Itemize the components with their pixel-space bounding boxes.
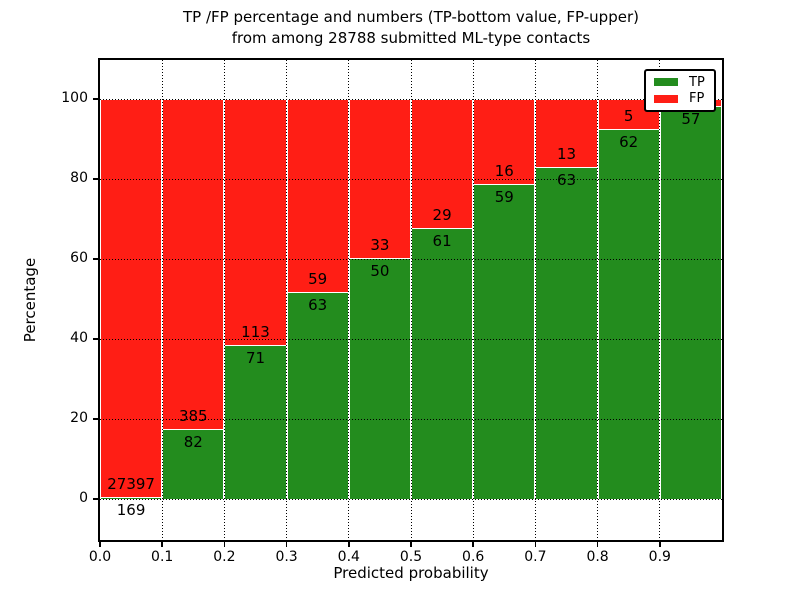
x-tick-label: 0.1 <box>151 549 174 565</box>
chart-title-line1: TP /FP percentage and numbers (TP-bottom… <box>183 8 639 26</box>
fp-count-label: 27397 <box>107 474 155 493</box>
tp-count-label: 169 <box>116 500 146 519</box>
fp-count-label: 59 <box>308 270 328 289</box>
x-axis-label: Predicted probability <box>333 564 489 582</box>
y-tick-mark <box>93 98 98 100</box>
tp-count-label: 50 <box>370 262 390 281</box>
x-tick-mark <box>472 542 474 547</box>
x-tick-mark <box>659 542 661 547</box>
fp-count-label: 5 <box>623 106 634 125</box>
x-tick-mark <box>99 542 101 547</box>
tp-count-label: 57 <box>681 109 701 128</box>
bar-fp-segment <box>286 99 349 293</box>
v-gridline <box>410 60 412 540</box>
y-tick-mark <box>93 498 98 500</box>
legend-item-fp: FP <box>654 92 706 105</box>
y-tick-label: 80 <box>70 170 88 186</box>
x-tick-label: 0.2 <box>213 549 236 565</box>
v-gridline <box>534 60 536 540</box>
x-tick-label: 0.8 <box>586 549 609 565</box>
bar-tp-segment <box>597 128 660 499</box>
bar-fp-segment <box>162 99 225 429</box>
fp-count-label: 385 <box>178 406 208 425</box>
v-gridline <box>659 60 661 540</box>
y-tick-label: 60 <box>70 250 88 266</box>
fp-count-label: 16 <box>494 162 514 181</box>
bar-tp-segment <box>100 496 163 499</box>
fp-count-label: 29 <box>432 205 452 224</box>
x-tick-label: 0.4 <box>337 549 360 565</box>
y-tick-label: 20 <box>70 410 88 426</box>
bar-tp-segment <box>411 227 474 499</box>
bar-fp-segment <box>224 99 287 345</box>
x-tick-mark <box>410 542 412 547</box>
legend-label-tp: TP <box>689 74 705 90</box>
v-gridline <box>348 60 350 540</box>
tp-count-label: 59 <box>494 188 514 207</box>
tp-count-label: 71 <box>245 348 266 367</box>
tp-legend-swatch-icon <box>654 78 678 87</box>
bar-fp-segment <box>535 99 598 168</box>
v-gridline <box>161 60 163 540</box>
v-gridline <box>286 60 288 540</box>
v-gridline <box>472 60 474 540</box>
y-tick-mark <box>93 258 98 260</box>
y-tick-mark <box>93 338 98 340</box>
bar-tp-segment <box>286 292 349 499</box>
v-gridline <box>223 60 225 540</box>
y-tick-label: 40 <box>70 330 88 346</box>
bar-tp-segment <box>162 428 225 499</box>
legend-item-tp: TP <box>654 76 706 89</box>
x-tick-mark <box>596 542 599 547</box>
tp-count-label: 63 <box>556 171 577 190</box>
bar-tp-segment <box>473 184 536 499</box>
chart-title: TP /FP percentage and numbers (TP-bottom… <box>100 7 722 49</box>
chart-title-line2: from among 28788 submitted ML-type conta… <box>231 29 591 47</box>
fp-count-label: 33 <box>370 236 390 255</box>
x-tick-mark <box>534 542 537 547</box>
y-tick-mark <box>93 418 98 420</box>
v-gridline <box>597 60 599 540</box>
legend: TP FP <box>644 69 716 112</box>
x-tick-label: 0.0 <box>88 549 112 565</box>
bar-tp-segment <box>535 167 598 499</box>
x-tick-mark <box>348 542 350 547</box>
x-tick-mark <box>161 542 163 547</box>
x-tick-mark <box>223 542 226 547</box>
x-tick-label: 0.6 <box>462 549 485 565</box>
y-axis-label: Percentage <box>21 257 39 343</box>
x-tick-label: 0.5 <box>399 549 423 565</box>
tp-count-label: 82 <box>183 432 203 451</box>
y-tick-mark <box>93 178 98 180</box>
legend-label-fp: FP <box>689 91 705 107</box>
y-tick-label: 0 <box>79 490 88 506</box>
bar-tp-segment <box>224 344 287 499</box>
bar-fp-segment <box>473 99 536 185</box>
tp-count-label: 62 <box>619 132 639 151</box>
x-tick-label: 0.9 <box>648 549 671 565</box>
tp-count-label: 63 <box>308 296 328 315</box>
fp-count-label: 113 <box>241 322 270 341</box>
bar-fp-segment <box>100 99 163 497</box>
y-tick-label: 100 <box>61 90 88 106</box>
tp-count-label: 61 <box>432 231 452 250</box>
bar-tp-segment <box>348 258 411 499</box>
x-tick-label: 0.3 <box>275 549 298 565</box>
fp-legend-swatch-icon <box>654 94 678 103</box>
plot-area <box>98 58 724 542</box>
fp-count-label: 13 <box>556 145 577 164</box>
bar-tp-segment <box>659 105 722 499</box>
x-tick-mark <box>285 542 288 547</box>
x-tick-label: 0.7 <box>524 549 547 565</box>
